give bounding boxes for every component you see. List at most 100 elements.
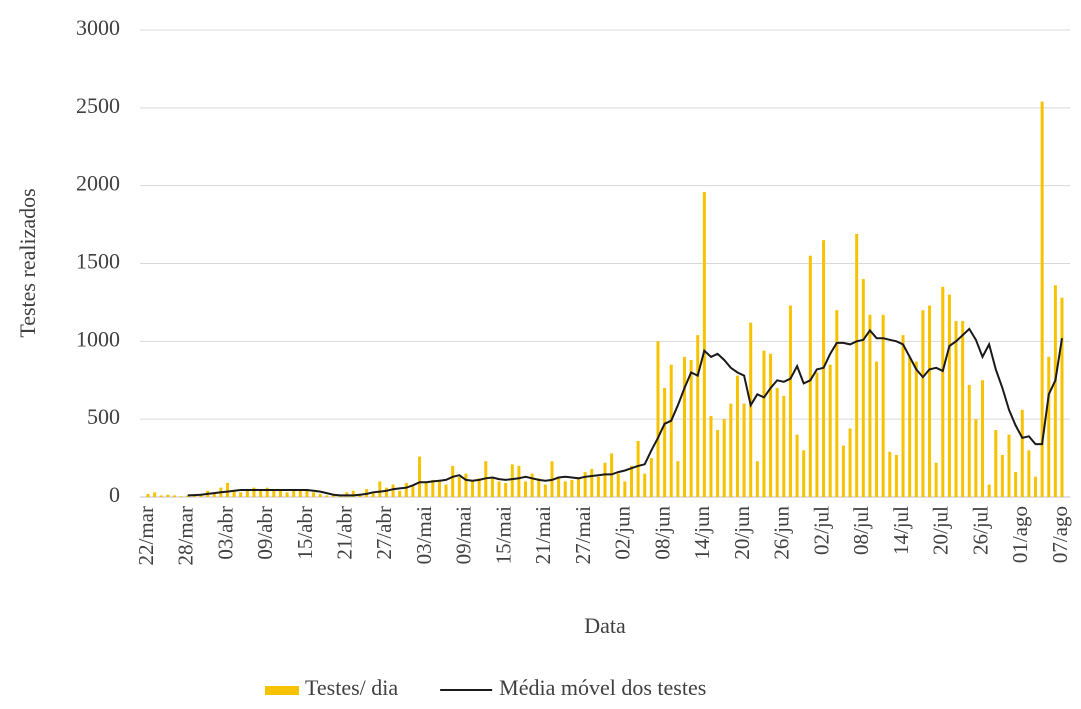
- bar: [729, 403, 733, 497]
- x-tick-label: 02/jun: [611, 506, 635, 560]
- bar: [510, 464, 514, 497]
- bar: [1034, 476, 1038, 497]
- bar: [212, 492, 216, 497]
- x-tick-label: 14/jun: [690, 506, 714, 560]
- bar: [418, 456, 422, 497]
- bar: [1014, 472, 1018, 497]
- bar: [557, 476, 561, 497]
- bar: [153, 492, 157, 497]
- bar: [497, 481, 501, 497]
- bar: [981, 380, 985, 497]
- bar: [252, 487, 256, 497]
- bar: [894, 454, 898, 497]
- y-tick-label: 2000: [76, 171, 120, 196]
- bar: [464, 473, 468, 497]
- x-tick-label: 08/jun: [650, 506, 674, 560]
- bar: [490, 476, 494, 497]
- bar: [815, 372, 819, 497]
- x-tick-label: 09/abr: [253, 506, 277, 560]
- bar: [888, 451, 892, 497]
- bar: [596, 476, 600, 497]
- bar: [159, 495, 163, 497]
- bar: [577, 478, 581, 497]
- bar: [1053, 285, 1057, 497]
- bar: [855, 233, 859, 497]
- bar: [755, 461, 759, 497]
- bar: [901, 335, 905, 497]
- bar: [278, 490, 282, 497]
- legend-swatch: [265, 686, 299, 695]
- bar: [570, 479, 574, 497]
- bar: [914, 361, 918, 497]
- bar: [1040, 101, 1044, 498]
- bar: [166, 494, 170, 497]
- bar: [828, 364, 832, 497]
- bar: [947, 294, 951, 497]
- bar: [967, 384, 971, 497]
- bar: [623, 481, 627, 497]
- legend-label: Média móvel dos testes: [499, 675, 706, 700]
- x-tick-label: 20/jul: [929, 506, 953, 555]
- bar: [788, 305, 792, 497]
- bar: [424, 482, 428, 497]
- bar: [378, 481, 382, 497]
- bar: [285, 492, 289, 497]
- bar: [437, 481, 441, 497]
- moving-average-line: [187, 327, 1063, 497]
- bar: [722, 419, 726, 497]
- bar: [543, 484, 547, 497]
- x-tick-label: 26/jul: [968, 506, 992, 555]
- x-tick-label: 27/mai: [571, 506, 595, 564]
- bar: [802, 450, 806, 497]
- x-tick-label: 27/abr: [372, 506, 396, 560]
- y-tick-label: 0: [109, 482, 120, 507]
- bar: [384, 487, 388, 497]
- bar: [471, 481, 475, 497]
- x-tick-label: 15/abr: [293, 506, 317, 560]
- bar: [643, 473, 647, 497]
- bar: [835, 310, 839, 497]
- bar: [391, 484, 395, 497]
- x-tick-label: 07/ago: [1048, 506, 1072, 563]
- bar: [709, 416, 713, 497]
- bar: [795, 434, 799, 497]
- bar: [961, 321, 965, 497]
- bar: [444, 484, 448, 497]
- bar: [331, 495, 335, 497]
- bar: [994, 430, 998, 497]
- x-tick-label: 15/mai: [491, 506, 515, 564]
- y-axis-label: Testes realizados: [15, 188, 40, 337]
- x-tick-label: 14/jul: [889, 506, 913, 555]
- x-tick-label: 09/mai: [452, 506, 476, 564]
- bar: [735, 375, 739, 497]
- y-tick-label: 2500: [76, 93, 120, 118]
- bar: [583, 472, 587, 497]
- bar: [762, 350, 766, 497]
- x-axis-label: Data: [584, 613, 626, 638]
- bar: [716, 430, 720, 497]
- x-tick-label: 02/jul: [809, 506, 833, 555]
- bar: [338, 496, 342, 497]
- bar: [696, 335, 700, 497]
- bar: [1027, 450, 1031, 497]
- bar: [868, 314, 872, 497]
- bar: [398, 490, 402, 497]
- bar: [881, 314, 885, 497]
- bar: [1060, 297, 1064, 497]
- bar: [1020, 409, 1024, 497]
- bar: [431, 479, 435, 497]
- bar: [775, 388, 779, 497]
- bar: [954, 321, 958, 497]
- bar: [451, 465, 455, 497]
- bar: [928, 305, 932, 497]
- bar: [179, 496, 183, 497]
- bar: [742, 403, 746, 497]
- bar: [1000, 454, 1004, 497]
- bar: [603, 462, 607, 497]
- bar: [146, 493, 150, 497]
- bar: [517, 465, 521, 497]
- bar: [351, 490, 355, 497]
- bar: [245, 489, 249, 497]
- bar: [172, 495, 176, 497]
- bar: [1047, 356, 1051, 497]
